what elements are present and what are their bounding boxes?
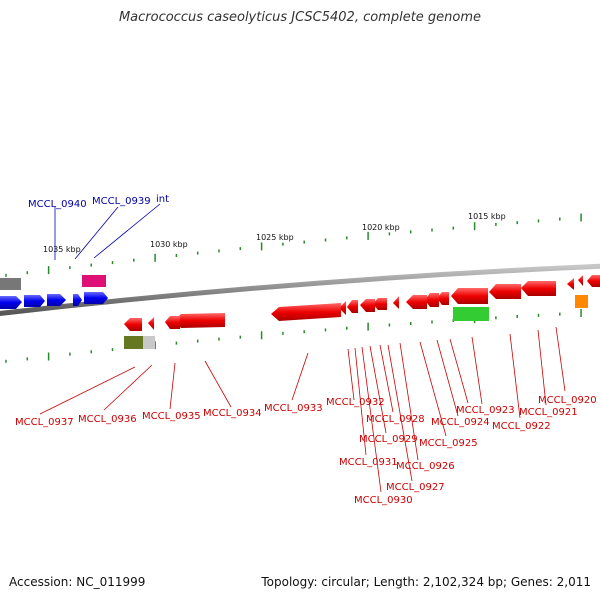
ruler-label-1015: 1015 kbp xyxy=(468,212,506,221)
gene-arrow[interactable] xyxy=(360,299,375,312)
gene-arrow[interactable] xyxy=(165,316,180,329)
gene-label-MCCL_0930[interactable]: MCCL_0930 xyxy=(354,495,413,506)
ruler-label-1030: 1030 kbp xyxy=(150,240,188,249)
gene-block-olive[interactable] xyxy=(124,336,143,349)
gene-label-MCCL_0934[interactable]: MCCL_0934 xyxy=(203,408,262,419)
gene-label-MCCL_0920[interactable]: MCCL_0920 xyxy=(538,395,597,406)
gene-label-MCCL_0922[interactable]: MCCL_0922 xyxy=(492,421,551,432)
gene-label-MCCL_0932[interactable]: MCCL_0932 xyxy=(326,397,385,408)
reverse-genes-near xyxy=(124,275,600,349)
gene-arrow[interactable] xyxy=(174,313,225,328)
gene-label-MCCL_0931[interactable]: MCCL_0931 xyxy=(339,457,398,468)
gene-arrow[interactable] xyxy=(587,275,600,287)
gene-label-MCCL_0939[interactable]: MCCL_0939 xyxy=(92,196,151,207)
gene-label-MCCL_0921[interactable]: MCCL_0921 xyxy=(519,407,578,418)
gene-label-MCCL_0936[interactable]: MCCL_0936 xyxy=(78,414,137,425)
gene-label-int[interactable]: int xyxy=(156,194,169,205)
lower-ticks xyxy=(5,309,582,363)
reverse-leaders xyxy=(39,326,566,493)
gene-label-MCCL_0923[interactable]: MCCL_0923 xyxy=(456,405,515,416)
gene-label-MCCL_0933[interactable]: MCCL_0933 xyxy=(264,403,323,414)
gene-arrow[interactable] xyxy=(437,292,449,305)
gene-label-MCCL_0937[interactable]: MCCL_0937 xyxy=(15,417,74,428)
gene-arrow[interactable] xyxy=(578,275,583,286)
gene-label-MCCL_0935[interactable]: MCCL_0935 xyxy=(142,411,201,422)
gene-block-grey[interactable] xyxy=(0,278,21,290)
gene-arrow[interactable] xyxy=(489,284,521,299)
gene-arrow[interactable] xyxy=(347,300,358,313)
gene-block-orange[interactable] xyxy=(575,295,588,308)
page-title: Macrococcus caseolyticus JCSC5402, compl… xyxy=(118,10,482,25)
gene-arrow[interactable] xyxy=(0,296,22,309)
gene-arrow[interactable] xyxy=(425,293,439,307)
gene-arrow[interactable] xyxy=(567,278,574,290)
gene-arrow[interactable] xyxy=(47,294,66,306)
ruler-label-1025: 1025 kbp xyxy=(256,233,294,242)
gene-arrow[interactable] xyxy=(406,295,427,309)
topology-label: Topology: circular; Length: 2,102,324 bp… xyxy=(261,575,591,589)
gene-arrow[interactable] xyxy=(451,288,488,304)
gene-arrow[interactable] xyxy=(84,292,108,304)
gene-block-green[interactable] xyxy=(453,307,489,321)
genome-backbone xyxy=(0,263,600,316)
gene-arrow[interactable] xyxy=(73,294,82,306)
forward-leaders xyxy=(54,203,161,260)
gene-label-MCCL_0924[interactable]: MCCL_0924 xyxy=(431,417,490,428)
gene-label-MCCL_0928[interactable]: MCCL_0928 xyxy=(366,414,425,425)
gene-arrow[interactable] xyxy=(24,295,45,307)
gene-arrow[interactable] xyxy=(271,303,341,321)
gene-arrow[interactable] xyxy=(339,301,346,315)
forward-genes xyxy=(0,275,108,309)
gene-label-MCCL_0927[interactable]: MCCL_0927 xyxy=(386,482,445,493)
gene-arrow[interactable] xyxy=(124,318,142,331)
gene-block-magenta[interactable] xyxy=(82,275,106,287)
accession-label: Accession: NC_011999 xyxy=(9,575,146,589)
gene-arrow[interactable] xyxy=(393,296,399,309)
gene-label-MCCL_0925[interactable]: MCCL_0925 xyxy=(419,438,478,449)
upper-ticks xyxy=(5,213,582,277)
gene-label-MCCL_0929[interactable]: MCCL_0929 xyxy=(359,434,418,445)
ruler-label-1035: 1035 kbp xyxy=(43,245,81,254)
ruler-label-1020: 1020 kbp xyxy=(362,223,400,232)
gene-label-MCCL_0926[interactable]: MCCL_0926 xyxy=(396,461,455,472)
upper-tick-ruler xyxy=(0,214,600,276)
gene-arrow[interactable] xyxy=(148,317,154,330)
gene-block-lightgrey[interactable] xyxy=(143,336,155,349)
gene-label-MCCL_0940[interactable]: MCCL_0940 xyxy=(28,199,87,210)
gene-arrow[interactable] xyxy=(521,281,556,296)
gene-arrow[interactable] xyxy=(373,298,387,310)
